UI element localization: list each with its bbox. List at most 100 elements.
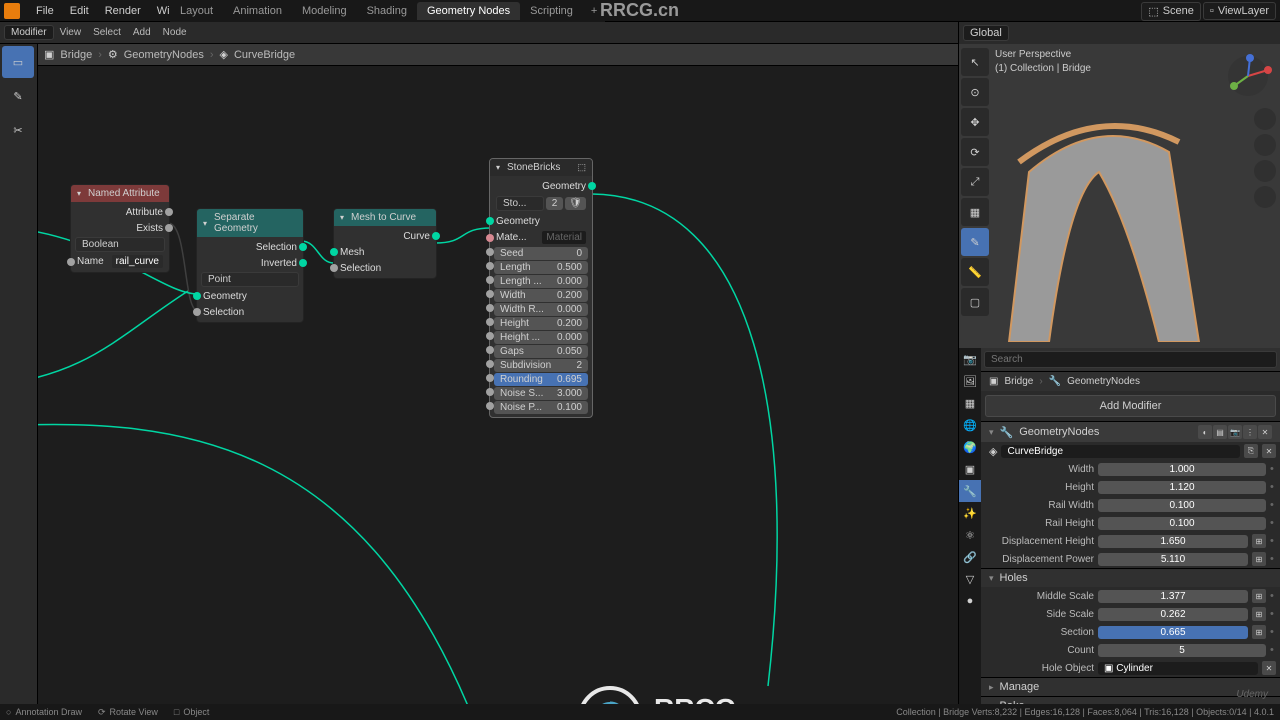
param-gaps[interactable]: Gaps0.050 (494, 345, 588, 358)
shading-wireframe[interactable] (1205, 24, 1223, 42)
tab-world[interactable]: 🌍 (959, 436, 981, 458)
scale-tool[interactable]: ⤢ (961, 168, 989, 196)
param-subdivision[interactable]: Subdivision2 (494, 359, 588, 372)
tab-shading[interactable]: Shading (357, 2, 417, 20)
tab-viewlayer[interactable]: ▦ (959, 392, 981, 414)
tab-particles[interactable]: ✨ (959, 502, 981, 524)
add-tool[interactable]: ▢ (961, 288, 989, 316)
tab-scene[interactable]: 🌐 (959, 414, 981, 436)
links-cut-tool[interactable]: ✂ (2, 114, 34, 146)
bc-modifier[interactable]: GeometryNodes (124, 49, 204, 61)
tab-material[interactable]: ● (959, 590, 981, 612)
shading-solid[interactable] (1224, 24, 1242, 42)
viewlayer-selector[interactable]: ▫ ViewLayer (1203, 2, 1276, 20)
nodegroup-field[interactable]: CurveBridge (1001, 445, 1240, 458)
node-header[interactable]: Mesh to Curve (334, 209, 436, 226)
close-icon[interactable]: ✕ (1262, 444, 1276, 458)
param-height-[interactable]: Height ...0.000 (494, 331, 588, 344)
tab-modeling[interactable]: Modeling (292, 2, 357, 20)
menu-view[interactable]: View (54, 27, 88, 38)
status-object: □Object (174, 707, 209, 717)
select-tool[interactable]: ▭ (2, 46, 34, 78)
group-icon[interactable]: ⬚ (577, 162, 586, 173)
param-height[interactable]: Height0.200 (494, 317, 588, 330)
attr-toggle[interactable]: ⊞ (1252, 589, 1266, 603)
node-mesh-to-curve[interactable]: Mesh to Curve Curve Mesh Selection (333, 208, 437, 279)
render-toggle[interactable]: 📷 (1228, 425, 1242, 439)
attr-toggle[interactable]: ⊞ (1252, 625, 1266, 639)
node-separate-geometry[interactable]: Separate Geometry Selection Inverted Poi… (196, 208, 304, 323)
unlink-icon[interactable]: ⎘ (1244, 444, 1258, 458)
tab-constraints[interactable]: 🔗 (959, 546, 981, 568)
attr-toggle[interactable]: ⊞ (1252, 607, 1266, 621)
editmode-toggle[interactable]: ▤ (1213, 425, 1227, 439)
transform-orientation[interactable]: Global (963, 25, 1009, 41)
cursor-tool[interactable]: ↖ (961, 48, 989, 76)
tab-data[interactable]: ▽ (959, 568, 981, 590)
menu-add[interactable]: Add (127, 27, 157, 38)
move-tool[interactable]: ✥ (961, 108, 989, 136)
hole-object-field[interactable]: ▣ Cylinder (1098, 662, 1258, 675)
holes-panel[interactable]: ▾Holes (981, 568, 1280, 587)
param-length-[interactable]: Length ...0.000 (494, 275, 588, 288)
annotate-tool[interactable]: ✎ (961, 228, 989, 256)
modifier-header[interactable]: ▾ 🔧 GeometryNodes ◐ ▤ 📷 ⋮ ✕ (981, 421, 1280, 442)
param-noise-p-[interactable]: Noise P...0.100 (494, 401, 588, 414)
manage-panel[interactable]: ▸Manage (981, 677, 1280, 696)
node-named-attribute[interactable]: Named Attribute Attribute Exists Boolean… (70, 184, 170, 273)
tab-modifiers[interactable]: 🔧 (959, 480, 981, 502)
close-icon[interactable]: ✕ (1262, 661, 1276, 675)
param-width[interactable]: Width0.200 (494, 289, 588, 302)
shading-rendered[interactable] (1262, 24, 1280, 42)
editor-type[interactable]: Modifier (4, 25, 54, 40)
properties-panel: 📷 🖼 ▦ 🌐 🌍 ▣ 🔧 ✨ ⚛ 🔗 ▽ ● ▣ Bridge › 🔧 Geo… (958, 348, 1280, 704)
tab-object[interactable]: ▣ (959, 458, 981, 480)
menu-render[interactable]: Render (97, 5, 149, 17)
add-modifier-button[interactable]: Add Modifier (985, 395, 1276, 417)
close-icon[interactable]: ✕ (1258, 425, 1272, 439)
param-seed[interactable]: Seed0 (494, 247, 588, 260)
tab-layout[interactable]: Layout (170, 2, 223, 20)
dtype-select[interactable]: Boolean (75, 237, 165, 252)
annotate-tool[interactable]: ✎ (2, 80, 34, 112)
tab-output[interactable]: 🖼 (959, 370, 981, 392)
shield-icon[interactable]: 🛡 (565, 197, 586, 210)
node-editor[interactable]: Named Attribute Attribute Exists Boolean… (38, 66, 958, 704)
tab-render[interactable]: 📷 (959, 348, 981, 370)
search-input[interactable] (984, 351, 1277, 368)
measure-tool[interactable]: 📏 (961, 258, 989, 286)
tab-scripting[interactable]: Scripting (520, 2, 583, 20)
attr-toggle[interactable]: ⊞ (1252, 552, 1266, 566)
scene-selector[interactable]: ⬚ Scene (1141, 2, 1201, 21)
shading-material[interactable] (1243, 24, 1261, 42)
viewport-mesh (999, 102, 1269, 342)
bake-panel[interactable]: ▸Bake (981, 696, 1280, 704)
tab-geometry-nodes[interactable]: Geometry Nodes (417, 2, 520, 20)
param-noise-s-[interactable]: Noise S...3.000 (494, 387, 588, 400)
attr-toggle[interactable]: ⊞ (1252, 534, 1266, 548)
rotate-tool[interactable]: ⟳ (961, 138, 989, 166)
menu-file[interactable]: File (28, 5, 62, 17)
select-tool[interactable]: ⊙ (961, 78, 989, 106)
viewport-3d[interactable]: Global User Perspective (1) Collection |… (958, 22, 1280, 348)
param-rounding[interactable]: Rounding0.695 (494, 373, 588, 386)
node-header[interactable]: StoneBricks⬚ (490, 159, 592, 176)
menu-edit[interactable]: Edit (62, 5, 97, 17)
node-stone-bricks[interactable]: StoneBricks⬚ Geometry Sto... 2 🛡 Geometr… (489, 158, 593, 418)
extras-menu[interactable]: ⋮ (1243, 425, 1257, 439)
node-header[interactable]: Named Attribute (71, 185, 169, 202)
transform-tool[interactable]: ▦ (961, 198, 989, 226)
param-length[interactable]: Length0.500 (494, 261, 588, 274)
param-width-r-[interactable]: Width R...0.000 (494, 303, 588, 316)
axis-gizmo[interactable] (1224, 52, 1272, 100)
menu-node[interactable]: Node (157, 27, 193, 38)
bc-nodegroup[interactable]: CurveBridge (234, 49, 295, 61)
realtime-toggle[interactable]: ◐ (1198, 425, 1212, 439)
domain-select[interactable]: Point (201, 272, 299, 287)
blender-logo[interactable] (4, 3, 20, 19)
tab-physics[interactable]: ⚛ (959, 524, 981, 546)
tab-animation[interactable]: Animation (223, 2, 292, 20)
menu-select[interactable]: Select (87, 27, 127, 38)
node-header[interactable]: Separate Geometry (197, 209, 303, 237)
bc-object[interactable]: Bridge (60, 49, 92, 61)
